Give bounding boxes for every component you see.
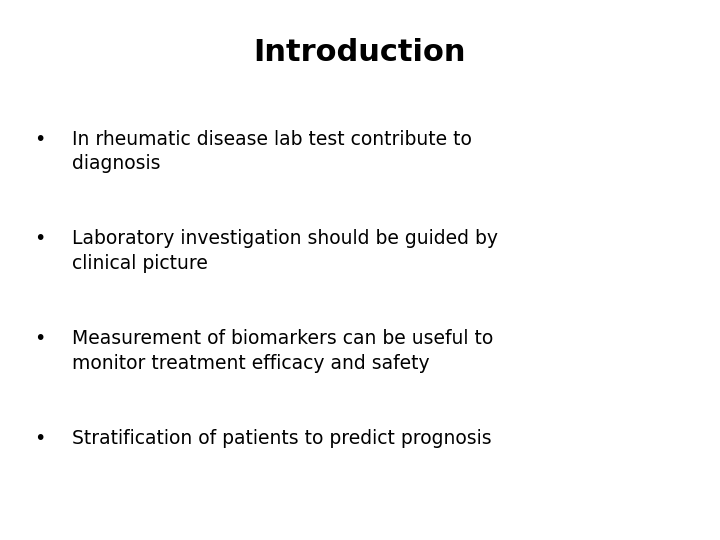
Text: Stratification of patients to predict prognosis: Stratification of patients to predict pr… xyxy=(72,429,492,448)
Text: In rheumatic disease lab test contribute to
diagnosis: In rheumatic disease lab test contribute… xyxy=(72,130,472,173)
Text: Measurement of biomarkers can be useful to
monitor treatment efficacy and safety: Measurement of biomarkers can be useful … xyxy=(72,329,493,373)
Text: •: • xyxy=(34,230,45,248)
Text: Introduction: Introduction xyxy=(253,38,467,67)
Text: •: • xyxy=(34,329,45,348)
Text: Laboratory investigation should be guided by
clinical picture: Laboratory investigation should be guide… xyxy=(72,230,498,273)
Text: •: • xyxy=(34,429,45,448)
Text: •: • xyxy=(34,130,45,148)
